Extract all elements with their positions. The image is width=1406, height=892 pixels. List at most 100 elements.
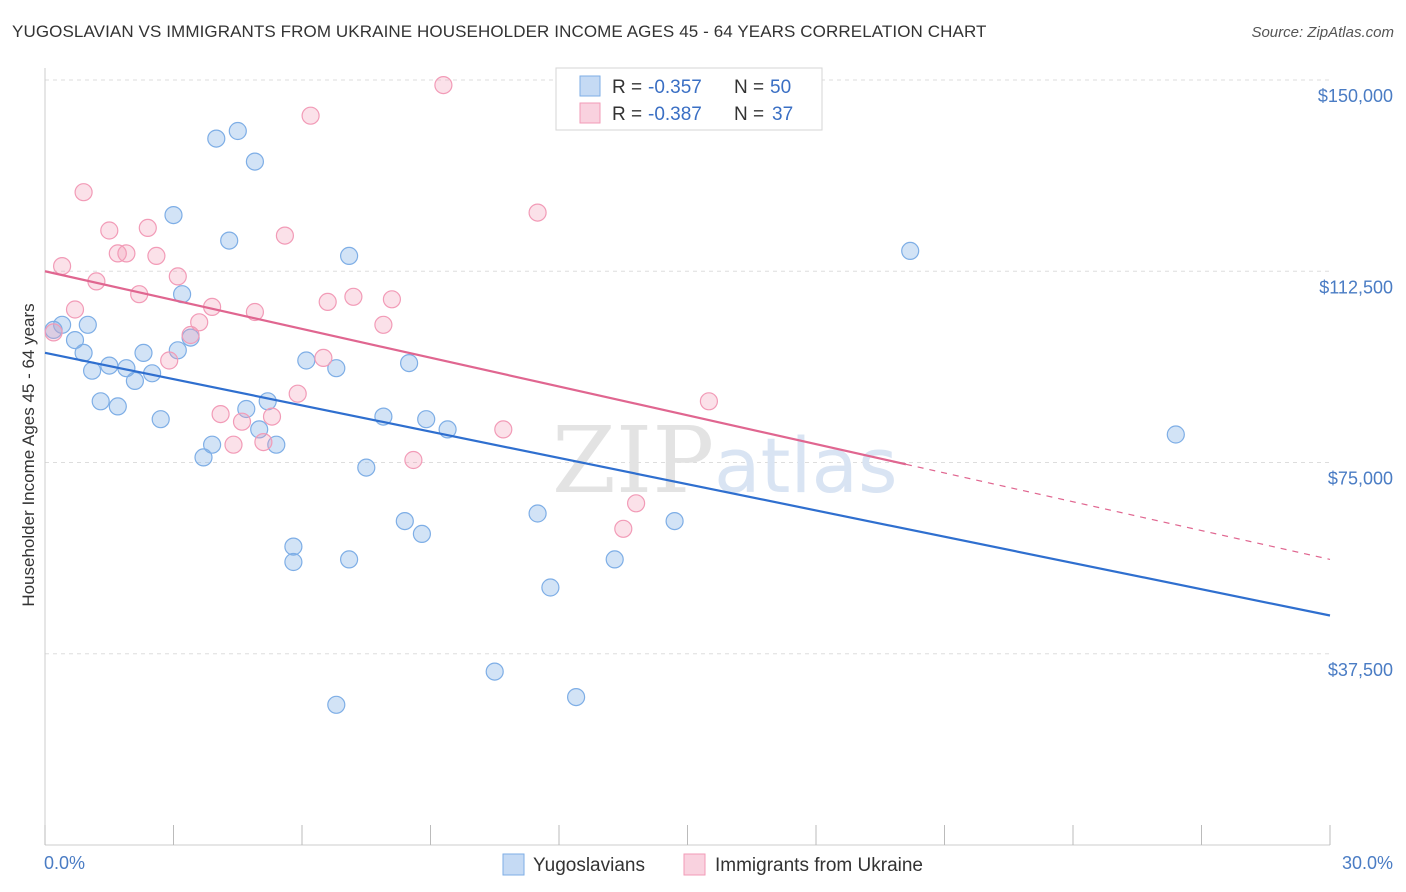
series-yugoslavians-points (44, 121, 1185, 714)
point-yugoslavians-49 (78, 315, 97, 334)
point-yugoslavians-2 (65, 331, 85, 350)
point-yugoslavians-33 (340, 246, 359, 265)
point-ukraine-0 (44, 323, 63, 342)
correlation-legend: R = -0.357 N = 50 R = -0.387 N = 37 (555, 67, 823, 131)
trend-line-yugoslavians (44, 351, 1331, 617)
point-ukraine-34 (614, 519, 633, 538)
y-tick-label-0: $37,500 (1328, 660, 1393, 680)
legend-r-value-2: -0.387 (648, 104, 702, 125)
point-ukraine-13 (181, 325, 200, 345)
point-ukraine-31 (434, 75, 453, 95)
legend-n-label-2: N = (734, 104, 764, 125)
bottom-legend-label-yugoslavians: Yugoslavians (533, 855, 645, 876)
legend-n-value-2: 37 (772, 104, 793, 125)
legend-n-label-1: N = (734, 77, 764, 98)
point-yugoslavians-10 (134, 343, 153, 362)
svg-text:ZIP: ZIP (552, 407, 714, 514)
trend-lines (44, 270, 1331, 617)
point-yugoslavians-20 (220, 231, 239, 250)
point-yugoslavians-46 (665, 511, 684, 531)
point-yugoslavians-21 (228, 121, 247, 141)
y-axis-label: Householder Income Ages 45 - 64 years (19, 303, 38, 606)
legend-n-value-1: 50 (770, 77, 791, 98)
point-yugoslavians-42 (528, 504, 547, 523)
point-ukraine-24 (301, 106, 320, 125)
point-yugoslavians-27 (284, 537, 303, 556)
bottom-legend-swatch-ukraine (683, 853, 706, 876)
point-yugoslavians-19 (207, 129, 226, 148)
point-ukraine-10 (147, 246, 166, 265)
bottom-legend-swatch-yugoslavians (502, 853, 525, 876)
y-tick-label-2: $112,500 (1319, 277, 1393, 297)
point-yugoslavians-13 (164, 206, 183, 225)
point-yugoslavians-48 (1166, 425, 1185, 444)
point-yugoslavians-44 (566, 687, 586, 707)
point-yugoslavians-36 (395, 511, 414, 531)
point-yugoslavians-12 (151, 410, 170, 429)
chart-title: YUGOSLAVIAN VS IMMIGRANTS FROM UKRAINE H… (12, 22, 987, 41)
point-ukraine-3 (74, 183, 93, 202)
legend-r-label-2: R = (612, 104, 642, 125)
point-yugoslavians-37 (400, 354, 419, 373)
point-ukraine-28 (374, 315, 393, 334)
point-ukraine-11 (160, 351, 179, 370)
point-yugoslavians-45 (605, 550, 624, 569)
point-ukraine-2 (65, 300, 85, 319)
point-yugoslavians-41 (485, 662, 504, 681)
point-ukraine-27 (344, 287, 363, 306)
legend-r-value-1: -0.357 (648, 77, 702, 98)
series-legend: Yugoslavians Immigrants from Ukraine (502, 853, 923, 876)
point-ukraine-18 (232, 412, 252, 431)
point-yugoslavians-7 (108, 397, 127, 416)
point-ukraine-35 (626, 494, 646, 513)
point-ukraine-1 (52, 257, 72, 276)
chart-source: Source: ZipAtlas.com (1251, 24, 1394, 41)
svg-text:atlas: atlas (714, 421, 898, 510)
point-yugoslavians-25 (258, 392, 277, 411)
point-yugoslavians-34 (357, 458, 376, 477)
point-yugoslavians-17 (194, 448, 213, 467)
y-tick-label-3: $150,000 (1318, 86, 1393, 106)
legend-swatch-yugoslavians (579, 75, 601, 97)
point-yugoslavians-32 (340, 550, 359, 569)
legend-swatch-ukraine (579, 102, 601, 124)
point-yugoslavians-28 (284, 552, 303, 572)
y-tick-label-1: $75,000 (1328, 469, 1393, 489)
point-yugoslavians-47 (901, 241, 920, 260)
series-ukraine-points (44, 75, 719, 538)
point-yugoslavians-5 (91, 392, 110, 411)
point-ukraine-33 (528, 203, 547, 222)
point-yugoslavians-39 (417, 410, 436, 429)
point-ukraine-30 (404, 450, 423, 470)
trend-line-ukraine (44, 270, 907, 466)
point-ukraine-32 (494, 420, 513, 439)
x-tick-label-min: 0.0% (44, 853, 85, 873)
legend-r-label-1: R = (612, 77, 642, 98)
point-yugoslavians-9 (125, 371, 144, 390)
axes (44, 68, 1331, 846)
point-ukraine-29 (382, 290, 401, 309)
point-yugoslavians-29 (297, 351, 316, 370)
point-ukraine-23 (288, 384, 307, 403)
point-ukraine-14 (190, 313, 209, 332)
point-ukraine-36 (699, 392, 719, 411)
point-ukraine-9 (138, 218, 157, 237)
bottom-legend-label-ukraine: Immigrants from Ukraine (715, 855, 923, 876)
point-ukraine-7 (117, 244, 136, 263)
point-ukraine-12 (168, 267, 187, 286)
point-ukraine-26 (318, 292, 337, 311)
x-tick-label-max: 30.0% (1342, 853, 1393, 873)
point-ukraine-25 (314, 348, 333, 367)
point-yugoslavians-30 (327, 695, 346, 714)
point-ukraine-5 (100, 221, 119, 240)
point-ukraine-22 (275, 226, 294, 245)
point-ukraine-21 (262, 407, 282, 426)
point-yugoslavians-43 (541, 578, 560, 597)
point-yugoslavians-18 (203, 435, 222, 454)
y-tick-labels: $37,500 $75,000 $112,500 $150,000 (1318, 86, 1393, 680)
point-yugoslavians-31 (327, 359, 346, 378)
point-yugoslavians-38 (412, 524, 431, 544)
trend-line-extension-ukraine (905, 463, 1331, 560)
point-ukraine-16 (211, 405, 230, 424)
